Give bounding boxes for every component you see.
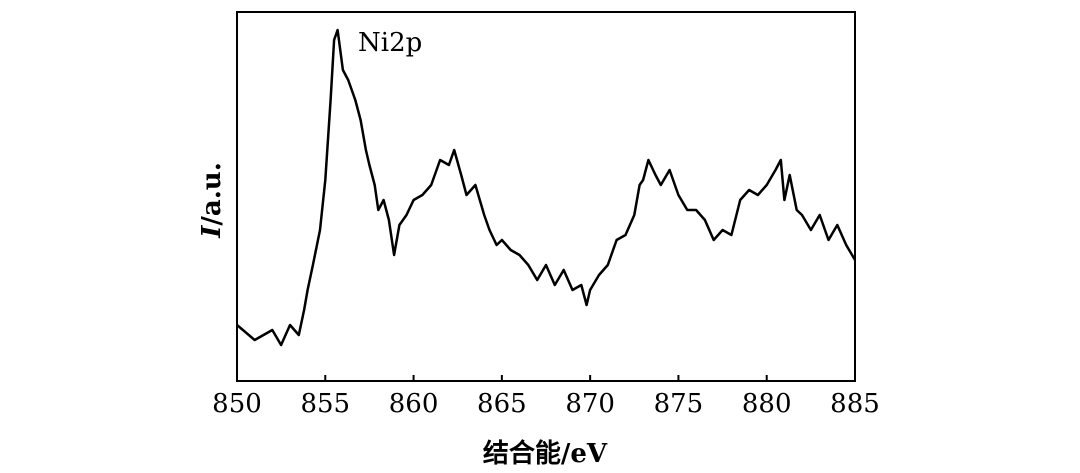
y-axis-label: I/a.u. bbox=[197, 162, 227, 239]
spectrum-line bbox=[236, 28, 857, 347]
x-tick-label: 885 bbox=[830, 389, 880, 419]
y-axis-label-rest: /a.u. bbox=[197, 162, 227, 225]
x-tick-label: 855 bbox=[300, 389, 350, 419]
x-axis-label: 结合能/eV bbox=[483, 438, 608, 469]
x-tick-label: 865 bbox=[477, 389, 527, 419]
plot-frame bbox=[236, 11, 856, 382]
x-tick-label: 880 bbox=[742, 389, 792, 419]
annotation: Ni2p bbox=[358, 28, 422, 58]
x-tick-label: 875 bbox=[654, 389, 704, 419]
x-tick-label: 870 bbox=[565, 389, 615, 419]
y-axis-label-italic: I bbox=[197, 225, 227, 239]
x-tick-label: 850 bbox=[212, 389, 262, 419]
x-tick-label: 860 bbox=[389, 389, 439, 419]
